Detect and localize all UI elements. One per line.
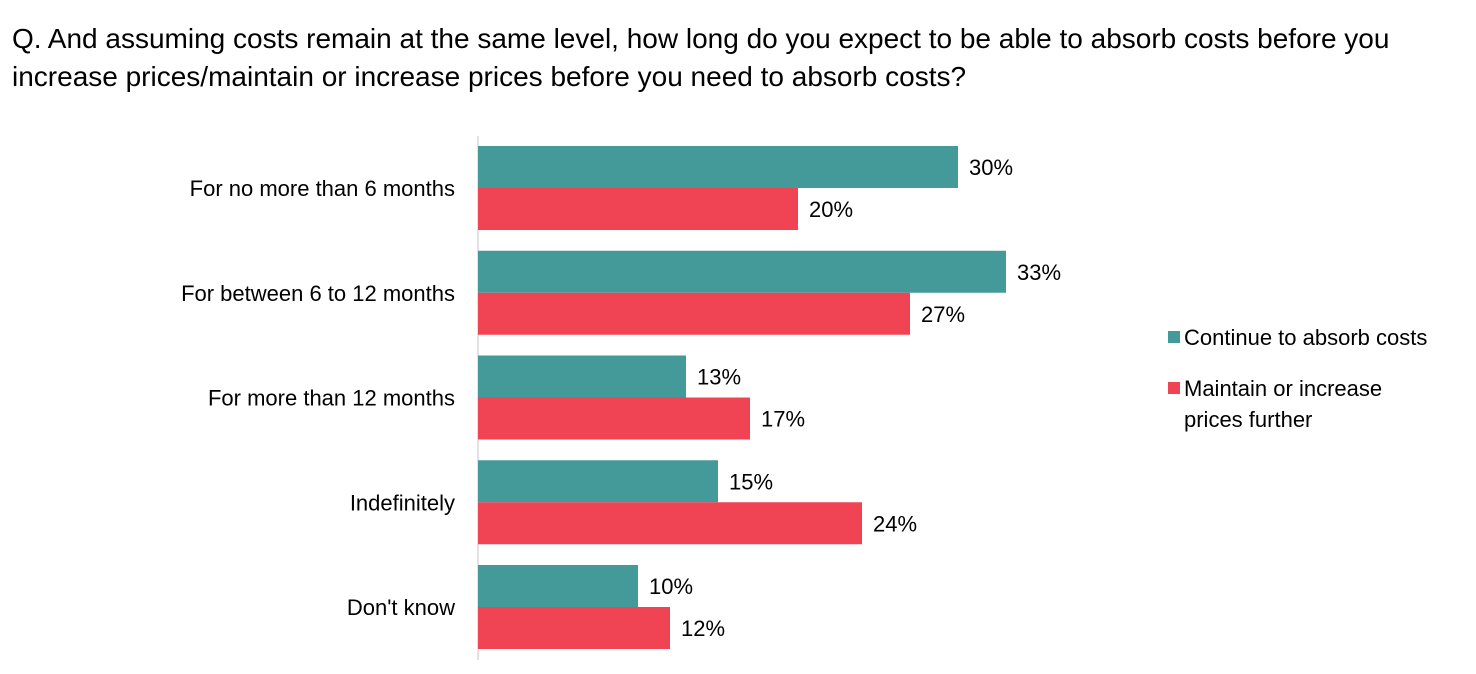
bars-group <box>478 146 1006 649</box>
bar-continue-to-absorb-costs-for-no-more-than-6-months <box>478 146 958 188</box>
legend-label-maintain: Maintain or increase prices further <box>1184 376 1383 432</box>
value-label-maintain-or-increase-prices-further-for-no-more-than-6-months: 20% <box>809 197 853 222</box>
category-label-indefinitely: Indefinitely <box>350 490 455 515</box>
bar-continue-to-absorb-costs-indefinitely <box>478 460 718 503</box>
category-label-don-t-know: Don't know <box>347 595 455 620</box>
value-label-maintain-or-increase-prices-further-indefinitely: 24% <box>873 511 917 536</box>
value-label-continue-to-absorb-costs-don-t-know: 10% <box>649 574 693 599</box>
value-label-maintain-or-increase-prices-further-don-t-know: 12% <box>681 616 725 641</box>
legend-item-continue-to-absorb-costs: Continue to absorb costs <box>1164 322 1464 353</box>
bar-maintain-or-increase-prices-further-don-t-know <box>478 607 670 649</box>
legend: Continue to absorb costs Maintain or inc… <box>1164 322 1464 455</box>
value-label-continue-to-absorb-costs-for-between-6-to-12-months: 33% <box>1017 260 1061 285</box>
category-labels: For no more than 6 months For between 6 t… <box>181 176 455 620</box>
bar-maintain-or-increase-prices-further-for-no-more-than-6-months <box>478 188 798 230</box>
category-label-for-more-than-12-months: For more than 12 months <box>208 386 455 411</box>
category-label-for-no-more-than-6-months: For no more than 6 months <box>190 176 455 201</box>
legend-label-continue: Continue to absorb costs <box>1184 325 1428 350</box>
value-label-maintain-or-increase-prices-further-for-between-6-to-12-months: 27% <box>921 302 965 327</box>
value-label-maintain-or-increase-prices-further-for-more-than-12-months: 17% <box>761 407 805 432</box>
legend-item-maintain-or-increase-prices: Maintain or increase prices further <box>1164 373 1464 435</box>
bar-maintain-or-increase-prices-further-for-between-6-to-12-months <box>478 292 910 335</box>
value-label-continue-to-absorb-costs-for-more-than-12-months: 13% <box>697 365 741 390</box>
bar-maintain-or-increase-prices-further-indefinitely <box>478 502 862 545</box>
bar-maintain-or-increase-prices-further-for-more-than-12-months <box>478 397 750 440</box>
category-label-for-between-6-to-12-months: For between 6 to 12 months <box>181 281 455 306</box>
legend-swatch-continue <box>1168 331 1180 343</box>
value-label-continue-to-absorb-costs-for-no-more-than-6-months: 30% <box>969 155 1013 180</box>
legend-swatch-maintain <box>1168 382 1180 394</box>
bar-continue-to-absorb-costs-for-between-6-to-12-months <box>478 250 1006 293</box>
bar-continue-to-absorb-costs-don-t-know <box>478 565 638 607</box>
bar-continue-to-absorb-costs-for-more-than-12-months <box>478 355 686 398</box>
chart-title: Q. And assuming costs remain at the same… <box>12 23 1390 92</box>
value-label-continue-to-absorb-costs-indefinitely: 15% <box>729 469 773 494</box>
value-labels: 30% 20% 33% 27% 13% 17% 15% 24% 10% 12% <box>649 155 1061 641</box>
